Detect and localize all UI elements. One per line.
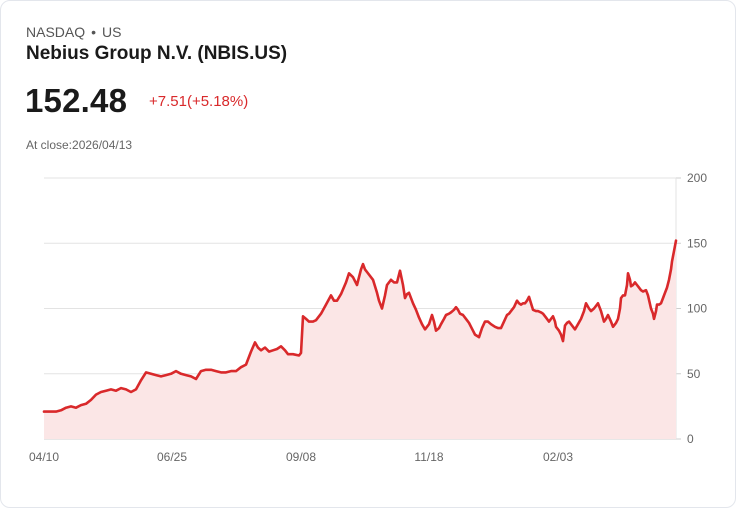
y-tick-label: 100 <box>687 302 707 316</box>
exchange-line: NASDAQ • US <box>26 24 121 40</box>
region: US <box>102 24 122 40</box>
stock-title: Nebius Group N.V. (NBIS.US) <box>26 43 288 64</box>
x-tick-label: 09/08 <box>286 450 316 464</box>
y-tick-label: 200 <box>687 171 707 185</box>
y-tick-label: 50 <box>687 367 701 381</box>
separator-dot: • <box>91 24 97 40</box>
x-tick-label: 06/25 <box>157 450 187 464</box>
price-change: +7.51(+5.18%) <box>149 93 249 110</box>
price-line <box>42 239 678 413</box>
close-date: At close:2026/04/13 <box>26 138 133 152</box>
exchange-name: NASDAQ <box>26 24 86 40</box>
y-tick-label: 0 <box>687 432 694 446</box>
y-axis-ticks: 0 50 100 150 200 <box>687 171 707 446</box>
x-tick-label: 04/10 <box>29 450 59 464</box>
x-tick-label: 02/03 <box>543 450 573 464</box>
x-tick-label: 11/18 <box>414 450 443 464</box>
price-area-fill <box>44 240 676 439</box>
current-price: 152.48 <box>25 82 128 119</box>
y-tick-label: 150 <box>687 236 707 250</box>
x-axis-ticks: 04/10 06/25 09/08 11/18 02/03 <box>29 450 573 464</box>
